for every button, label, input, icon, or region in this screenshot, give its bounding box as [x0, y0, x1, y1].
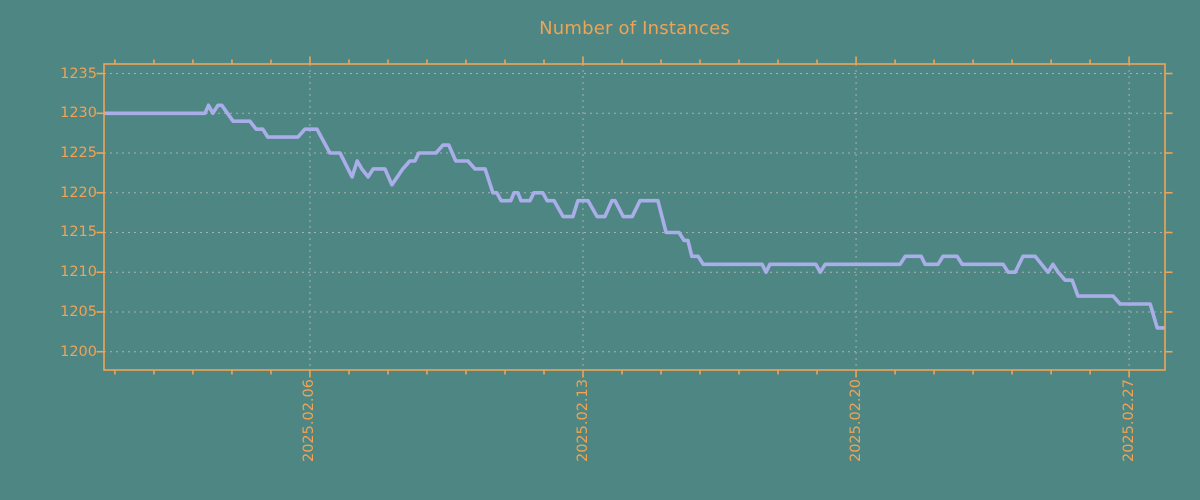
- plot-border: [103, 63, 1166, 371]
- y-tick-label: 1225: [60, 145, 97, 162]
- x-tick-label: 2025.02.06: [301, 379, 318, 463]
- x-tick-label: 2025.02.13: [574, 379, 591, 463]
- y-tick-label: 1235: [60, 65, 97, 82]
- y-tick-label: 1230: [60, 105, 97, 122]
- y-tick-label: 1210: [60, 264, 97, 281]
- series-line: [104, 103, 1165, 330]
- x-tick-label: 2025.02.20: [847, 379, 864, 463]
- y-tick-label: 1215: [60, 224, 97, 241]
- y-tick-label: 1200: [60, 343, 97, 360]
- chart-title: Number of Instances: [539, 18, 730, 39]
- x-tick-label: 2025.02.27: [1120, 379, 1137, 463]
- y-tick-label: 1205: [60, 303, 97, 320]
- y-tick-label: 1220: [60, 184, 97, 201]
